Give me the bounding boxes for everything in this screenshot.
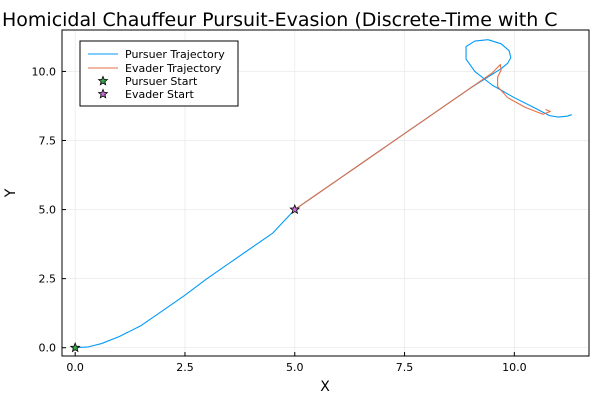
legend: Pursuer Trajectory Evader Trajectory Pur…	[79, 40, 239, 107]
evader-trajectory-line	[294, 63, 551, 211]
marker-group	[69, 203, 301, 353]
x-axis-label: X	[320, 379, 330, 395]
x-axis-ticks: 0.0 2.5 5.0 7.5 10.0	[66, 352, 527, 374]
evader-start-marker	[289, 203, 301, 215]
y-tick-label: 2.5	[39, 273, 57, 286]
legend-star-evader-start	[97, 88, 109, 99]
legend-label-pursuer-trajectory: Pursuer Trajectory	[125, 48, 225, 61]
legend-label-evader-trajectory: Evader Trajectory	[125, 62, 222, 75]
legend-box	[79, 40, 239, 107]
chart-title: Homicidal Chauffeur Pursuit-Evasion (Dis…	[2, 9, 558, 31]
legend-label-evader-start: Evader Start	[125, 88, 195, 101]
legend-marker-evader-start	[97, 88, 109, 99]
series-group	[74, 39, 572, 349]
legend-marker-pursuer-start	[97, 75, 109, 86]
y-axis-ticks: 0.0 2.5 5.0 7.5 10.0	[32, 65, 66, 355]
legend-label-pursuer-start: Pursuer Start	[125, 75, 198, 88]
pursuer-start-marker	[69, 342, 81, 353]
y-tick-label: 7.5	[39, 135, 57, 148]
y-tick-label: 5.0	[39, 204, 57, 217]
x-tick-label: 7.5	[396, 361, 414, 374]
x-tick-label: 10.0	[502, 361, 527, 374]
y-tick-label: 10.0	[32, 65, 57, 78]
legend-star-pursuer-start	[97, 75, 109, 86]
x-tick-label: 2.5	[176, 361, 194, 374]
y-axis-label: Y	[3, 188, 19, 198]
x-tick-label: 5.0	[286, 361, 304, 374]
x-tick-label: 0.0	[66, 361, 84, 374]
y-tick-label: 0.0	[39, 342, 57, 355]
plot-frame	[61, 29, 590, 357]
